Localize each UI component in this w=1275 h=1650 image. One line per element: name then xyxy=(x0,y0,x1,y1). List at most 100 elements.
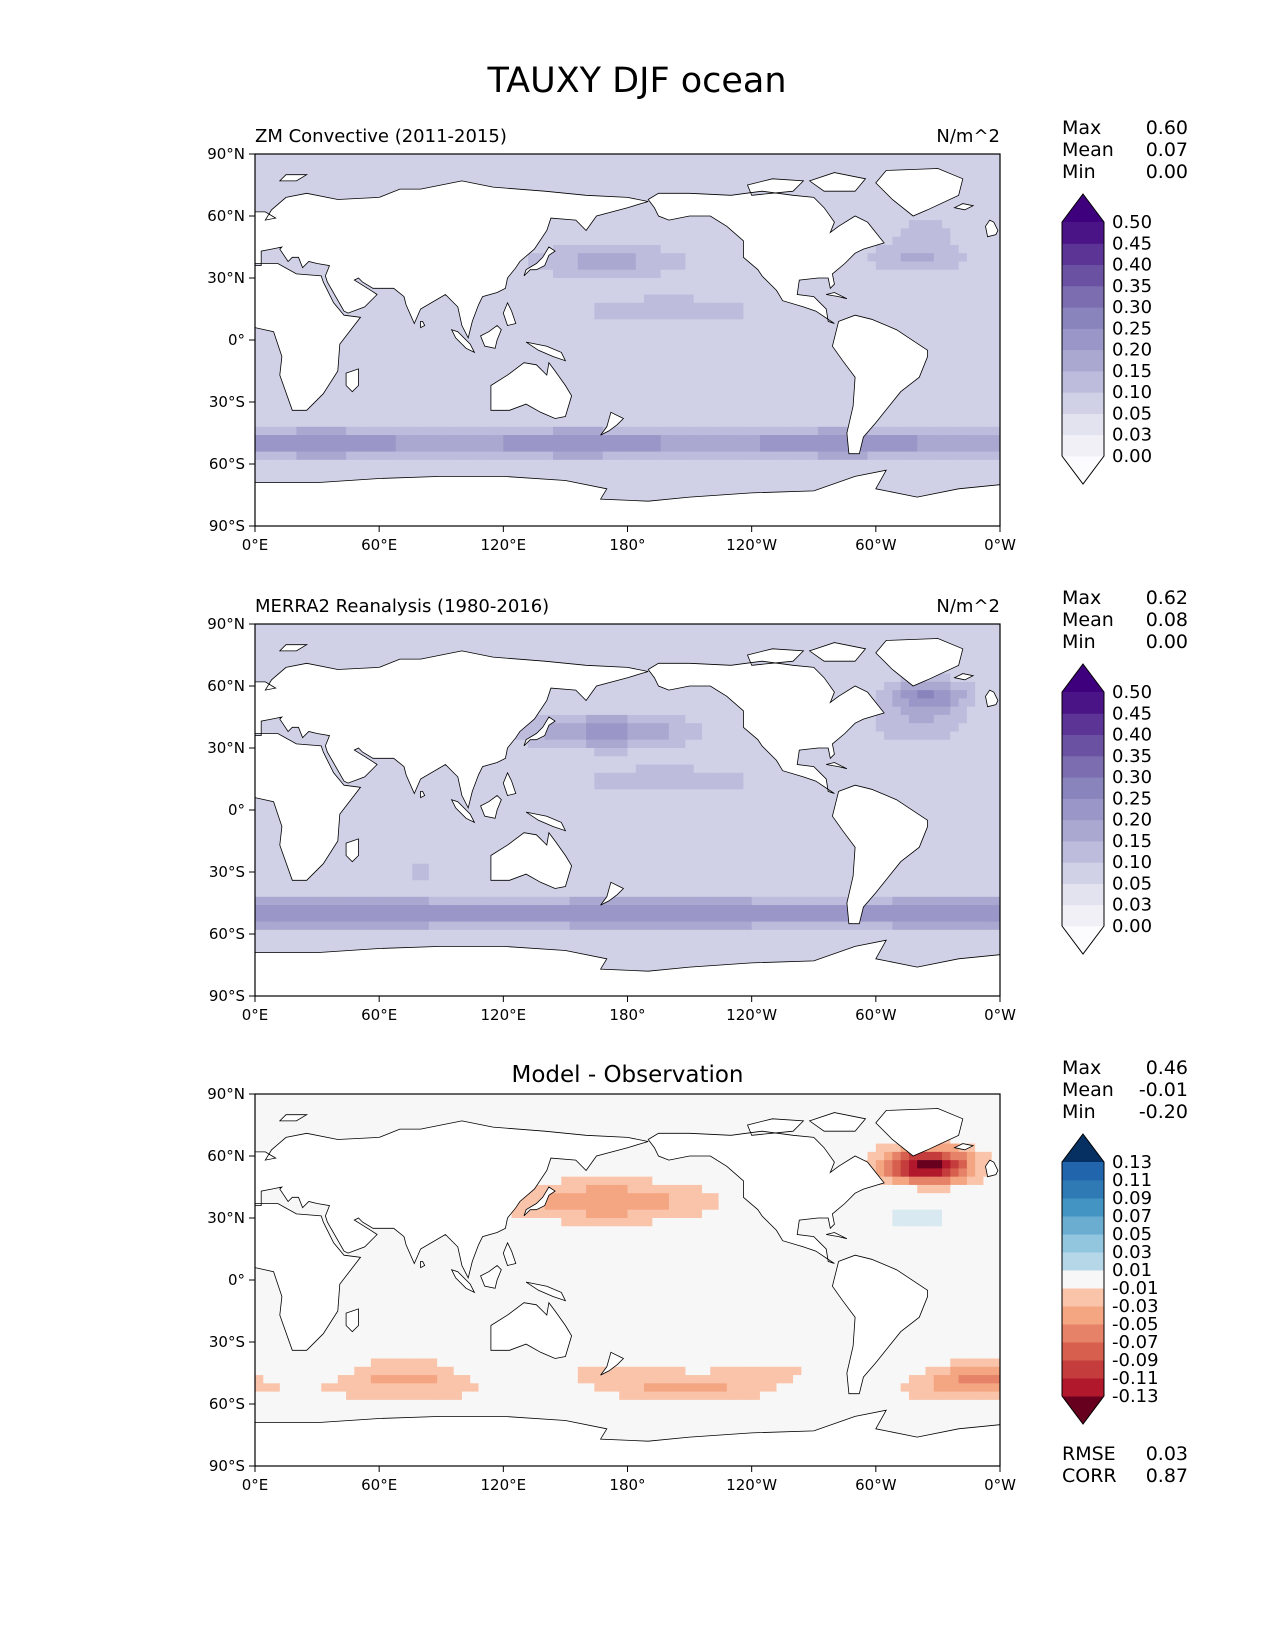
stat-value: -0.20 xyxy=(1139,1101,1188,1123)
lon-tick-label: 0°E xyxy=(242,1006,269,1024)
panel-units: N/m^2 xyxy=(936,126,1000,147)
panel-left-title: ZM Convective (2011-2015) xyxy=(255,126,507,147)
lat-tick-label: 90°S xyxy=(209,517,245,535)
stat-label: Mean xyxy=(1062,609,1114,631)
lat-tick-label: 0° xyxy=(228,801,245,819)
colorbar-tick-label: 0.25 xyxy=(1112,788,1152,809)
colorbar-tick-label: 0.00 xyxy=(1112,446,1152,467)
lat-tick-label: 30°S xyxy=(209,393,245,411)
continents-diff xyxy=(255,1108,1000,1466)
lon-tick-label: 180° xyxy=(609,1476,645,1494)
panel-diff: Model - Observation 90°N 60°N 30°N 0° 30°S 60°… xyxy=(207,1057,1188,1494)
stat-label: Mean xyxy=(1062,1079,1114,1101)
colorbar-tick-label: 0.03 xyxy=(1112,425,1152,446)
colorbar-tick-label: 0.35 xyxy=(1112,276,1152,297)
stat-value: -0.01 xyxy=(1139,1079,1188,1101)
panels: ZM Convective (2011-2015) N/m^2 90°N 60°N 30… xyxy=(207,117,1188,1494)
colorbar-tick-label: 0.09 xyxy=(1112,1188,1152,1209)
colorbar-tick-label: -0.01 xyxy=(1112,1278,1159,1299)
lon-tick-label: 120°E xyxy=(481,536,527,554)
colorbar-obs: 0.000.030.050.100.150.200.250.300.350.40… xyxy=(1061,663,1152,955)
lat-tick-label: 90°N xyxy=(207,145,245,163)
stat-label: Min xyxy=(1062,1101,1096,1123)
lat-tick-label: 90°N xyxy=(207,615,245,633)
colorbar-tick-label: 0.05 xyxy=(1112,1224,1152,1245)
stat-label: CORR xyxy=(1062,1465,1117,1487)
colorbar-diff: -0.13-0.11-0.09-0.07-0.05-0.03-0.010.010… xyxy=(1061,1133,1159,1425)
lat-tick-label: 90°S xyxy=(209,1457,245,1475)
colorbar-tick-label: 0.45 xyxy=(1112,703,1152,724)
colorbar-tick-label: 0.15 xyxy=(1112,361,1152,382)
lat-tick-label: 30°N xyxy=(207,1209,245,1227)
lon-tick-label: 60°E xyxy=(361,1006,397,1024)
colorbar-tick-label: 0.15 xyxy=(1112,831,1152,852)
colorbar-tick-label: 0.30 xyxy=(1112,767,1152,788)
stat-label: Min xyxy=(1062,161,1096,183)
colorbar-tick-label: 0.20 xyxy=(1112,810,1152,831)
stat-value: 0.46 xyxy=(1146,1057,1188,1079)
lon-tick-label: 60°E xyxy=(361,1476,397,1494)
lon-tick-label: 0°W xyxy=(984,536,1016,554)
lon-tick-label: 180° xyxy=(609,536,645,554)
lat-tick-label: 60°S xyxy=(209,1395,245,1413)
colorbar-tick-label: -0.07 xyxy=(1112,1332,1159,1353)
panel-model: ZM Convective (2011-2015) N/m^2 90°N 60°N 30… xyxy=(207,117,1188,554)
lon-tick-label: 0°W xyxy=(984,1476,1016,1494)
lat-tick-label: 60°S xyxy=(209,925,245,943)
colorbar-tick-label: 0.50 xyxy=(1112,682,1152,703)
colorbar-tick-label: 0.35 xyxy=(1112,746,1152,767)
colorbar-tick-label: 0.40 xyxy=(1112,255,1152,276)
stat-value: 0.62 xyxy=(1146,587,1188,609)
lat-tick-label: 60°N xyxy=(207,207,245,225)
colorbar-tick-label: 0.03 xyxy=(1112,895,1152,916)
colorbar-tick-label: 0.40 xyxy=(1112,725,1152,746)
lon-tick-label: 60°W xyxy=(855,1476,897,1494)
colorbar-tick-label: 0.30 xyxy=(1112,297,1152,318)
colorbar-tick-label: -0.05 xyxy=(1112,1314,1159,1335)
colorbar-tick-label: 0.25 xyxy=(1112,318,1152,339)
stat-label: Max xyxy=(1062,1057,1101,1079)
lat-tick-label: 30°S xyxy=(209,863,245,881)
lat-tick-label: 30°N xyxy=(207,739,245,757)
panel-center-title: Model - Observation xyxy=(511,1062,743,1088)
colorbar-tick-label: 0.10 xyxy=(1112,852,1152,873)
colorbar-tick-label: 0.10 xyxy=(1112,382,1152,403)
panel-obs: MERRA2 Reanalysis (1980-2016) N/m^2 90°N 60… xyxy=(207,587,1188,1024)
stat-value: 0.00 xyxy=(1146,631,1188,653)
lat-tick-label: 30°S xyxy=(209,1333,245,1351)
stat-value: 0.03 xyxy=(1146,1443,1188,1465)
lon-tick-label: 120°W xyxy=(726,1006,777,1024)
colorbar-tick-label: -0.11 xyxy=(1112,1368,1159,1389)
lon-tick-label: 120°E xyxy=(481,1006,527,1024)
lon-tick-label: 60°W xyxy=(855,1006,897,1024)
continents-model xyxy=(255,168,1000,526)
stat-label: RMSE xyxy=(1062,1443,1116,1465)
colorbar-tick-label: 0.20 xyxy=(1112,340,1152,361)
lat-tick-label: 60°N xyxy=(207,1147,245,1165)
panel-left-title: MERRA2 Reanalysis (1980-2016) xyxy=(255,596,549,617)
colorbar-tick-label: 0.13 xyxy=(1112,1152,1152,1173)
stat-label: Mean xyxy=(1062,139,1114,161)
lon-tick-label: 0°W xyxy=(984,1006,1016,1024)
stat-value: 0.07 xyxy=(1146,139,1188,161)
lat-tick-label: 60°N xyxy=(207,677,245,695)
lat-tick-label: 60°S xyxy=(209,455,245,473)
colorbar-tick-label: 0.11 xyxy=(1112,1170,1152,1191)
stat-label: Max xyxy=(1062,587,1101,609)
colorbar-tick-label: 0.05 xyxy=(1112,403,1152,424)
stat-value: 0.00 xyxy=(1146,161,1188,183)
lon-tick-label: 120°E xyxy=(481,1476,527,1494)
colorbar-tick-label: 0.00 xyxy=(1112,916,1152,937)
stat-label: Max xyxy=(1062,117,1101,139)
lat-tick-label: 0° xyxy=(228,331,245,349)
figure-title: TAUXY DJF ocean xyxy=(486,61,786,101)
lon-tick-label: 60°E xyxy=(361,536,397,554)
lat-tick-label: 90°N xyxy=(207,1085,245,1103)
lon-tick-label: 120°W xyxy=(726,1476,777,1494)
colorbar-tick-label: 0.45 xyxy=(1112,233,1152,254)
colorbar-tick-label: 0.50 xyxy=(1112,212,1152,233)
lon-tick-label: 120°W xyxy=(726,536,777,554)
lon-tick-label: 0°E xyxy=(242,536,269,554)
colorbar-tick-label: 0.03 xyxy=(1112,1242,1152,1263)
stat-value: 0.60 xyxy=(1146,117,1188,139)
